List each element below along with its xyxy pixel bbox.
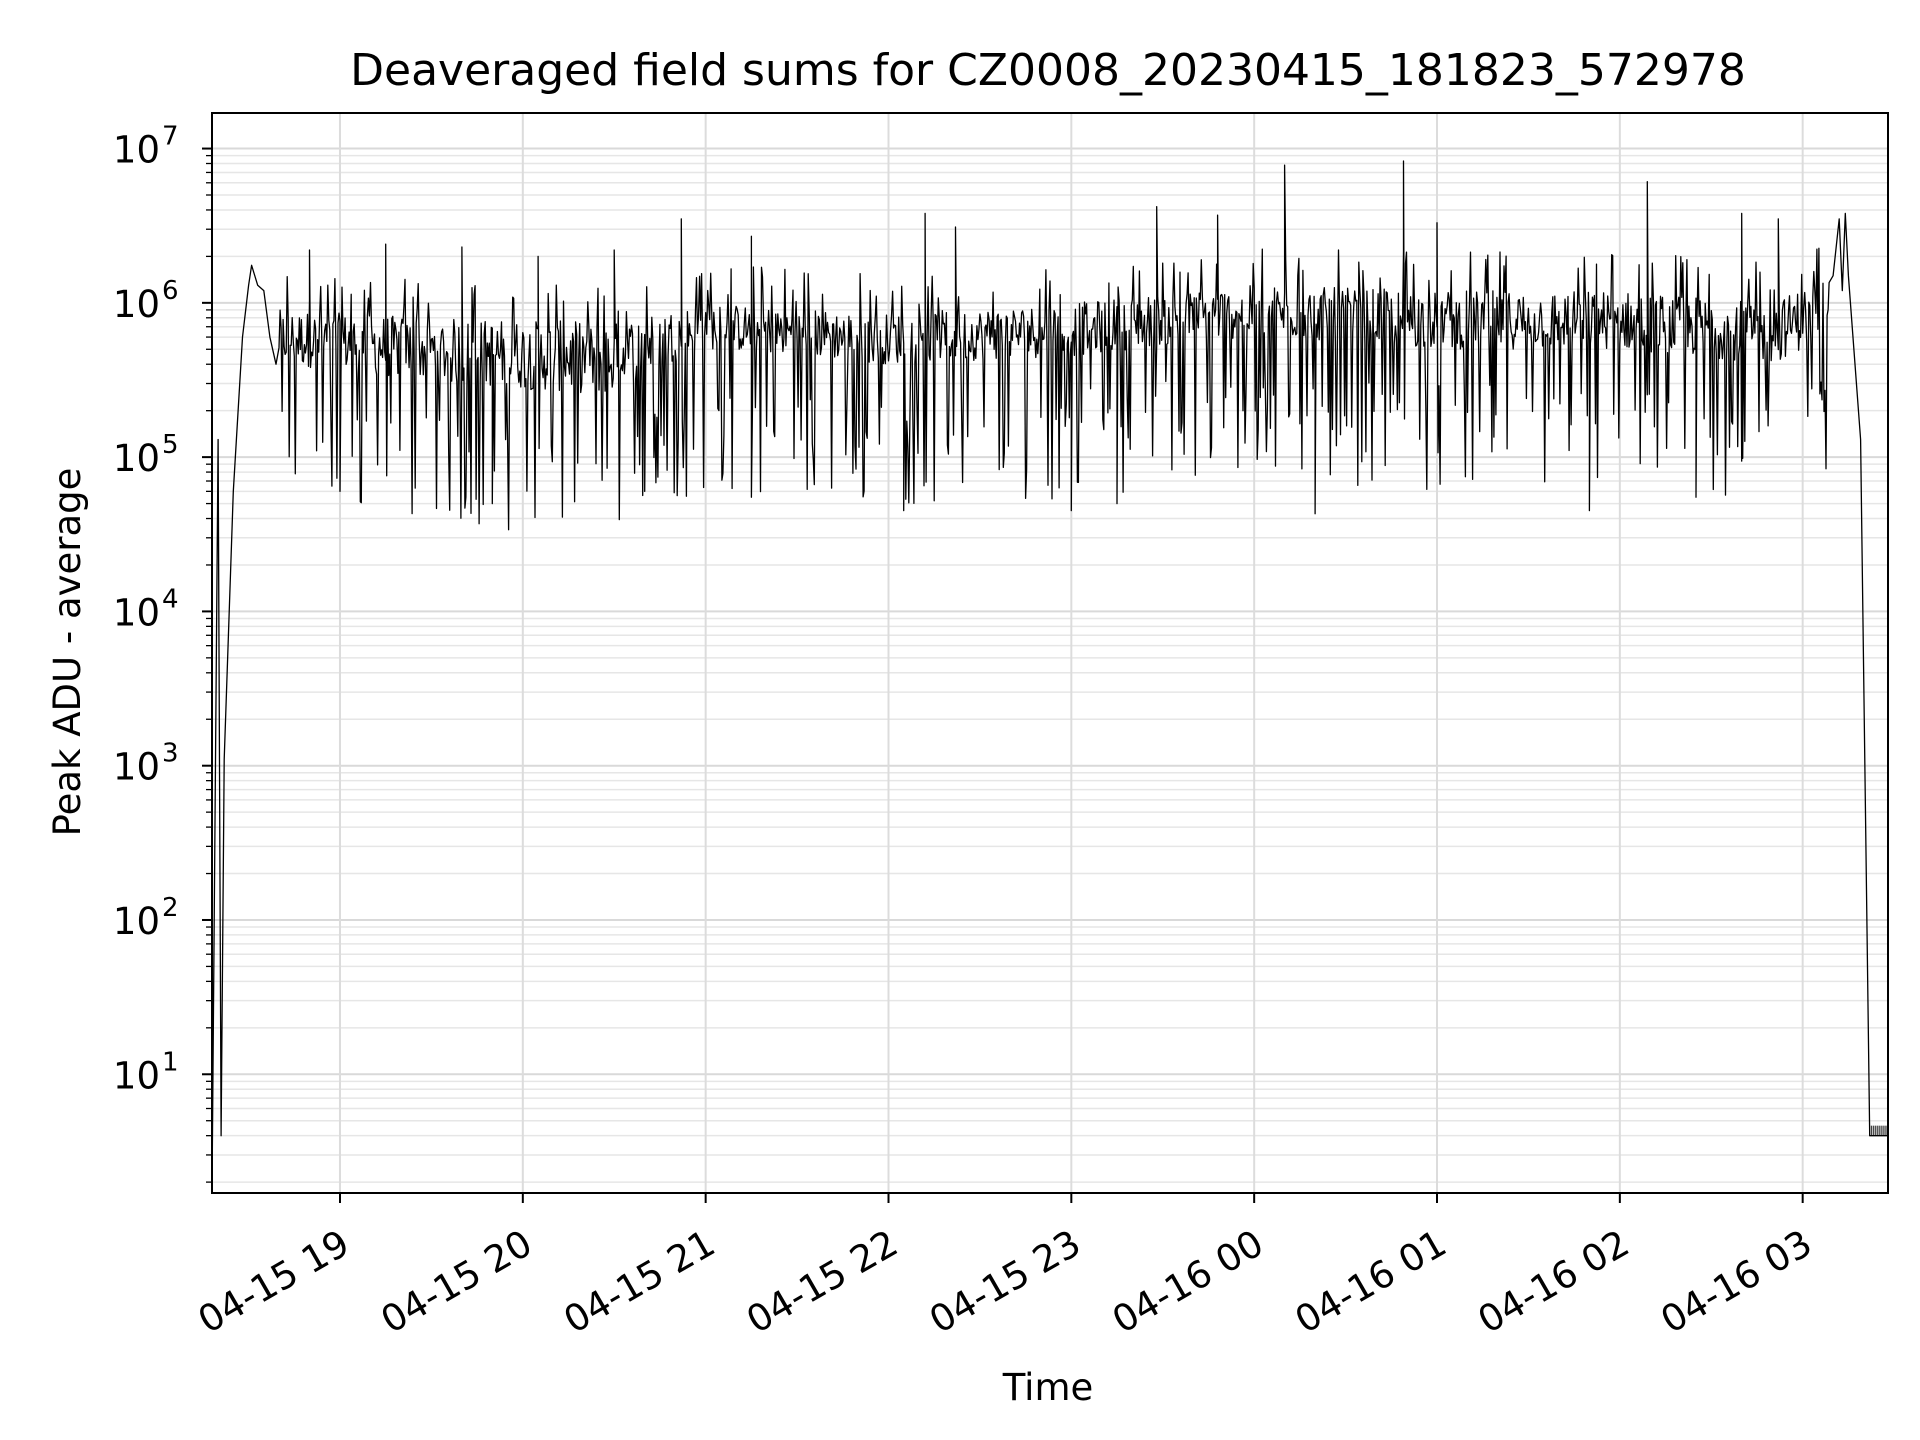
y-tick-label-base: 10 bbox=[113, 900, 160, 943]
x-tick-label: 04-15 20 bbox=[374, 1222, 540, 1342]
y-tick-label-exp: 1 bbox=[162, 1047, 179, 1077]
y-tick-label: 10 1 bbox=[113, 1047, 179, 1097]
y-axis-label: Peak ADU - average bbox=[46, 468, 89, 837]
grid bbox=[212, 113, 1888, 1193]
x-tick-label: 04-15 21 bbox=[557, 1222, 723, 1342]
y-tick-label-base: 10 bbox=[113, 1054, 160, 1097]
y-tick-label: 10 4 bbox=[113, 584, 179, 634]
x-tick-label: 04-16 01 bbox=[1288, 1222, 1454, 1342]
y-tick-label-exp: 7 bbox=[162, 122, 179, 152]
y-tick-label-exp: 5 bbox=[162, 430, 179, 460]
y-tick-label-base: 10 bbox=[113, 591, 160, 634]
x-tick-label: 04-16 00 bbox=[1105, 1222, 1271, 1342]
y-tick-label: 10 6 bbox=[113, 276, 179, 326]
x-axis-label: Time bbox=[1002, 1366, 1094, 1409]
y-tick-label: 10 7 bbox=[113, 122, 179, 172]
x-tick-label: 04-16 02 bbox=[1471, 1222, 1637, 1342]
chart-title: Deaveraged field sums for CZ0008_2023041… bbox=[350, 45, 1746, 96]
y-tick-label-base: 10 bbox=[113, 129, 160, 172]
y-tick-label-base: 10 bbox=[113, 746, 160, 789]
y-tick-label-exp: 2 bbox=[162, 893, 179, 923]
y-tick-label-base: 10 bbox=[113, 283, 160, 326]
series-line bbox=[211, 160, 1889, 1194]
x-tick-label: 04-15 19 bbox=[191, 1222, 357, 1342]
x-tick-label: 04-15 23 bbox=[922, 1222, 1088, 1342]
x-tick-label: 04-16 03 bbox=[1654, 1222, 1820, 1342]
plot-area-frame bbox=[211, 112, 1889, 1194]
y-tick-label: 10 3 bbox=[113, 739, 179, 789]
y-tick-label-exp: 6 bbox=[162, 276, 179, 306]
x-tick-label: 04-15 22 bbox=[739, 1222, 905, 1342]
series-line-path bbox=[211, 160, 1888, 1194]
y-tick-label-exp: 4 bbox=[162, 584, 179, 614]
y-tick-label: 10 5 bbox=[113, 430, 179, 480]
y-tick-label: 10 2 bbox=[113, 893, 179, 943]
y-tick-label-exp: 3 bbox=[162, 739, 179, 769]
y-tick-label-base: 10 bbox=[113, 437, 160, 480]
